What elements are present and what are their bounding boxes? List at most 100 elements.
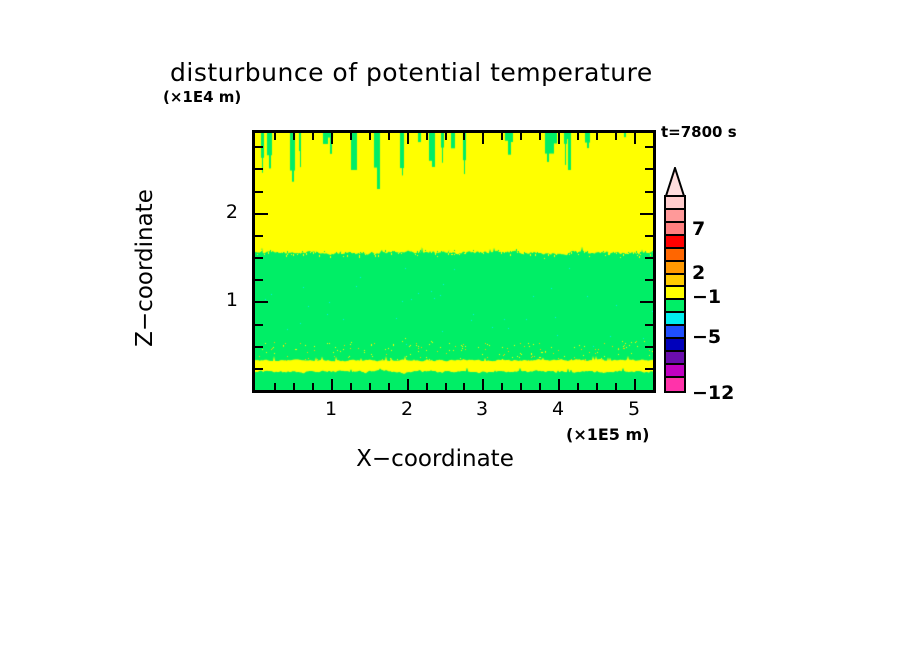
x-top-tick — [653, 133, 655, 140]
colorbar-band — [666, 209, 684, 223]
x-minor-tick — [463, 383, 465, 390]
colorbar-band — [666, 339, 684, 353]
x-top-tick — [426, 133, 428, 140]
colorbar-band — [666, 222, 684, 236]
y-major-tick — [255, 301, 268, 303]
x-top-tick — [558, 133, 560, 144]
y-minor-tick — [255, 346, 263, 348]
y-minor-tick — [255, 146, 263, 148]
colorbar-band — [666, 364, 684, 378]
y-minor-tick — [255, 257, 263, 259]
colorbar-band — [666, 313, 684, 327]
colorbar-band — [666, 248, 684, 262]
time-annotation: t=7800 s — [661, 123, 737, 141]
y-minor-tick — [255, 279, 263, 281]
x-major-tick — [482, 379, 484, 390]
colorbar-band — [666, 300, 684, 314]
title-units-label: (×1E4 m) — [163, 88, 242, 106]
x-minor-tick — [577, 383, 579, 390]
x-top-tick — [634, 133, 636, 144]
x-tick-label: 3 — [475, 398, 489, 420]
x-minor-tick — [369, 383, 371, 390]
x-top-tick — [615, 133, 617, 140]
colorbar — [664, 167, 686, 393]
x-top-tick — [482, 133, 484, 144]
x-top-tick — [350, 133, 352, 140]
x-minor-tick — [539, 383, 541, 390]
y-major-tick — [255, 213, 268, 215]
y-right-tick — [645, 324, 653, 326]
x-top-tick — [596, 133, 598, 140]
x-top-tick — [501, 133, 503, 140]
x-axis-units-label: (×1E5 m) — [566, 425, 650, 444]
colorbar-bands — [664, 195, 686, 393]
colorbar-tick-label: −12 — [692, 382, 735, 404]
x-minor-tick — [520, 383, 522, 390]
y-tick-label: 2 — [225, 201, 238, 223]
x-top-tick — [539, 133, 541, 140]
y-right-tick — [645, 235, 653, 237]
colorbar-band — [666, 261, 684, 275]
y-right-tick — [640, 301, 653, 303]
y-minor-tick — [255, 191, 263, 193]
x-top-tick — [520, 133, 522, 140]
x-top-tick — [445, 133, 447, 140]
y-tick-label: 1 — [225, 289, 238, 311]
x-top-tick — [274, 133, 276, 140]
y-right-tick — [645, 257, 653, 259]
x-minor-tick — [615, 383, 617, 390]
y-minor-tick — [255, 168, 263, 170]
x-top-tick — [293, 133, 295, 140]
x-minor-tick — [274, 383, 276, 390]
y-right-tick — [645, 279, 653, 281]
x-tick-label: 5 — [627, 398, 641, 420]
x-minor-tick — [293, 383, 295, 390]
x-minor-tick — [426, 383, 428, 390]
x-major-tick — [331, 379, 333, 390]
x-tick-label: 2 — [400, 398, 414, 420]
x-top-tick — [312, 133, 314, 140]
x-major-tick — [407, 379, 409, 390]
x-minor-tick — [350, 383, 352, 390]
colorbar-band — [666, 326, 684, 340]
colorbar-tick-label: 7 — [692, 218, 706, 240]
x-major-tick — [634, 379, 636, 390]
x-top-tick — [369, 133, 371, 140]
y-right-tick — [640, 213, 653, 215]
x-top-tick — [577, 133, 579, 140]
colorbar-tick-label: −5 — [692, 326, 722, 348]
y-minor-tick — [255, 235, 263, 237]
y-right-tick — [645, 368, 653, 370]
colorbar-band — [666, 197, 684, 210]
x-top-tick — [331, 133, 333, 144]
colorbar-tick-label: −1 — [692, 286, 722, 308]
x-minor-tick — [653, 383, 655, 390]
colorbar-tick-label: 2 — [692, 262, 706, 284]
colorbar-arrow-icon — [664, 167, 686, 197]
y-right-tick — [645, 168, 653, 170]
y-minor-tick — [255, 368, 263, 370]
x-minor-tick — [388, 383, 390, 390]
plot-area — [252, 130, 656, 393]
x-minor-tick — [596, 383, 598, 390]
x-minor-tick — [445, 383, 447, 390]
x-minor-tick — [312, 383, 314, 390]
page-title: disturbunce of potential temperature — [170, 58, 653, 87]
x-tick-label: 1 — [324, 398, 338, 420]
contour-field — [255, 133, 653, 390]
x-top-tick — [388, 133, 390, 140]
y-right-tick — [645, 191, 653, 193]
y-axis-label: Z−coordinate — [132, 189, 158, 347]
x-minor-tick — [501, 383, 503, 390]
y-right-tick — [645, 146, 653, 148]
x-axis-label: X−coordinate — [356, 446, 514, 472]
x-top-tick — [463, 133, 465, 140]
colorbar-band — [666, 235, 684, 249]
x-tick-label: 4 — [551, 398, 565, 420]
colorbar-band — [666, 352, 684, 365]
colorbar-band — [666, 377, 684, 391]
colorbar-band — [666, 274, 684, 288]
x-top-tick — [407, 133, 409, 144]
colorbar-band — [666, 287, 684, 301]
